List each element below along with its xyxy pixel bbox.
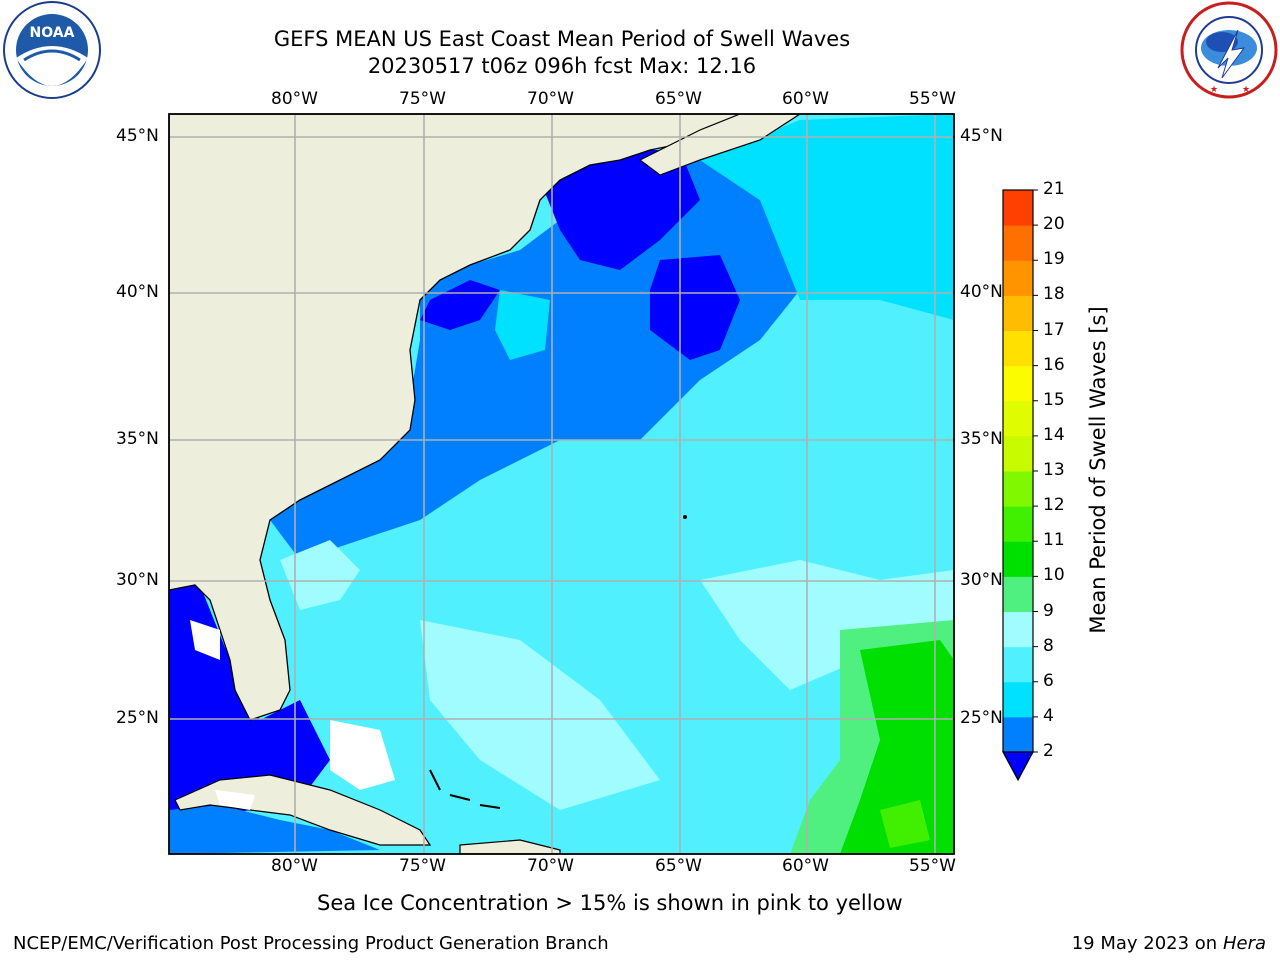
noaa-logo-text: NOAA <box>30 25 75 41</box>
generation-date: 19 May 2023 on Hera <box>1072 933 1266 954</box>
colorbar-segment <box>1003 611 1033 648</box>
colorbar-tick-label: 18 <box>1043 284 1065 305</box>
chart-title: GEFS MEAN US East Coast Mean Period of S… <box>273 27 851 51</box>
lon-label-bottom: 80°W <box>271 856 318 876</box>
colorbar-segment <box>1003 576 1033 613</box>
colorbar-tick-label: 9 <box>1043 600 1054 621</box>
field-10-11s <box>840 640 954 854</box>
island-chain <box>429 769 501 809</box>
land-north-america <box>169 114 761 721</box>
colorbar-segment <box>1003 646 1033 683</box>
colorbar-segment <box>1003 506 1033 542</box>
map-frame <box>168 113 955 855</box>
lat-label-right: 40°N <box>960 282 1003 302</box>
colorbar-segment <box>1003 400 1033 437</box>
lon-label-bottom: 65°W <box>655 856 702 876</box>
field-8-9s-patch-3 <box>420 620 660 810</box>
colorbar-tick-label: 12 <box>1043 495 1065 516</box>
colorbar-segment <box>1003 365 1033 402</box>
sea-ice-caption: Sea Ice Concentration > 15% is shown in … <box>317 891 903 915</box>
lat-label-right: 35°N <box>960 429 1003 449</box>
lon-label-top: 70°W <box>527 89 574 109</box>
lat-label-right: 30°N <box>960 570 1003 590</box>
colorbar-segment <box>1003 716 1033 753</box>
colorbar-segment <box>1003 681 1033 718</box>
colorbar-label: Mean Period of Swell Waves [s] <box>1086 306 1110 634</box>
colorbar-tick-label: 11 <box>1043 530 1065 551</box>
field-8-9s-patch-1 <box>700 560 954 690</box>
lon-label-bottom: 60°W <box>782 856 829 876</box>
nws-star-icon: ★ <box>1210 85 1218 95</box>
generation-date-text: 19 May 2023 on <box>1071 933 1218 954</box>
lon-label-top: 60°W <box>782 89 829 109</box>
colorbar-segment <box>1003 225 1033 261</box>
producer-credit: NCEP/EMC/Verification Post Processing Pr… <box>13 933 609 954</box>
colorbar-tick-label: 4 <box>1043 705 1054 726</box>
masked-florida-keys <box>190 620 220 660</box>
colorbar-tick-label: 16 <box>1043 354 1065 375</box>
nws-logo: ★ ★ <box>1178 0 1280 100</box>
colorbar-segment <box>1003 471 1033 507</box>
lon-label-top: 55°W <box>909 89 956 109</box>
colorbar-tick-label: 21 <box>1043 179 1065 199</box>
noaa-logo: NOAA <box>0 0 105 100</box>
nws-star-icon: ★ <box>1242 85 1250 95</box>
colorbar-segment <box>1003 541 1033 577</box>
colorbar-under-arrow <box>1001 751 1035 782</box>
field-4-6s-patch <box>495 290 550 360</box>
colorbar-segment <box>1003 190 1033 226</box>
colorbar-tick-label: 17 <box>1043 319 1065 340</box>
lat-label-right: 25°N <box>960 708 1003 728</box>
lat-label-left: 30°N <box>116 570 159 590</box>
colorbar-tick-label: 6 <box>1043 670 1054 691</box>
colorbar-tick-label: 19 <box>1043 249 1065 270</box>
lon-label-bottom: 55°W <box>909 856 956 876</box>
colorbar-tick-label: 8 <box>1043 635 1054 656</box>
field-under-2s-center <box>650 255 740 360</box>
lon-label-top: 65°W <box>655 89 702 109</box>
masked-cuba-shelf <box>215 790 255 810</box>
colorbar-tick-label: 13 <box>1043 460 1065 480</box>
land-hispaniola <box>459 839 561 854</box>
lat-label-left: 25°N <box>116 708 159 728</box>
colorbar-tick-label: 10 <box>1043 565 1065 586</box>
lat-label-left: 45°N <box>116 126 159 146</box>
land-cuba <box>174 774 432 846</box>
field-8-9s-patch-2 <box>280 540 360 610</box>
colorbar-tick-label: 15 <box>1043 389 1065 410</box>
colorbar-segment <box>1003 435 1033 472</box>
colorbar-tick-label: 14 <box>1043 424 1065 445</box>
colorbar <box>1002 189 1038 753</box>
lat-label-right: 45°N <box>960 126 1003 146</box>
masked-bahamas <box>330 720 395 790</box>
lon-label-top: 75°W <box>399 89 446 109</box>
lon-label-bottom: 70°W <box>527 856 574 876</box>
lon-label-bottom: 75°W <box>399 856 446 876</box>
field-2-4s-caribbean <box>169 805 380 854</box>
field-11-12s <box>880 800 930 848</box>
colorbar-tick-label: 20 <box>1043 214 1065 235</box>
field-under-2s-north <box>540 150 700 270</box>
lon-label-top: 80°W <box>271 89 318 109</box>
colorbar-segment <box>1003 295 1033 332</box>
field-4-6s-east <box>700 114 954 320</box>
island-bermuda <box>683 515 687 519</box>
colorbar-segment <box>1003 330 1033 367</box>
colorbar-tick-label: 2 <box>1043 741 1054 761</box>
lat-label-left: 40°N <box>116 282 159 302</box>
chart-subtitle: 20230517 t06z 096h fcst Max: 12.16 <box>367 54 757 78</box>
colorbar-segment <box>1003 260 1033 296</box>
lat-label-left: 35°N <box>116 429 159 449</box>
machine-name: Hera <box>1222 933 1266 954</box>
